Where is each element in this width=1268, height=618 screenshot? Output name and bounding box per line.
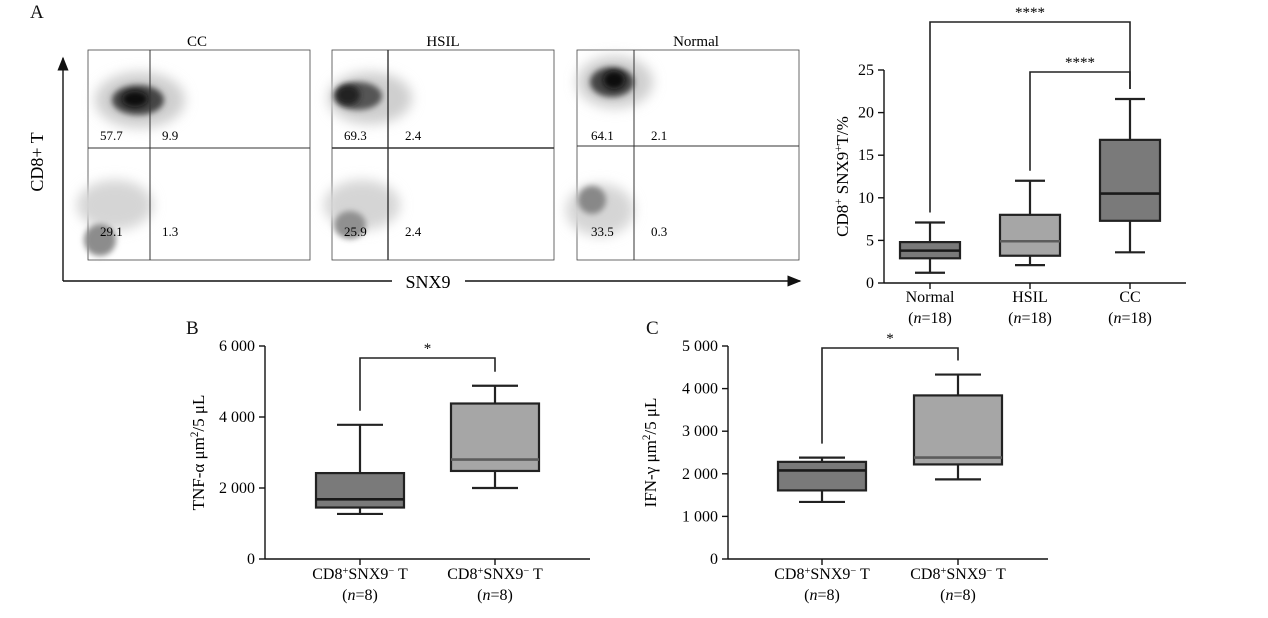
x-category-sublabel: (n=8) [477, 587, 513, 604]
quadrant-lower-left: 29.1 [100, 224, 123, 239]
flow-plot-title: Normal [673, 34, 719, 50]
y-tick-label: 0 [710, 551, 718, 568]
quadrant-upper-left: 57.7 [100, 128, 123, 143]
box-series [776, 456, 868, 504]
y-tick-label: 5 000 [682, 338, 718, 355]
significance-bracket: * [359, 341, 496, 411]
box-series [998, 179, 1062, 267]
panel-label-a: A [30, 2, 44, 23]
y-tick-label: 0 [866, 275, 874, 292]
significance-line [1029, 71, 1131, 171]
x-category-label: HSIL [1012, 289, 1048, 306]
panel-label-c: C [646, 318, 659, 339]
box-series [898, 221, 962, 274]
quadrant-lower-left: 33.5 [591, 224, 614, 239]
x-category-label: CC [1119, 289, 1140, 306]
significance-label: * [886, 331, 894, 347]
x-category-sublabel: (n=18) [1108, 310, 1152, 327]
y-tick-label: 20 [858, 105, 874, 122]
significance-line [929, 21, 1131, 213]
y-tick-label: 15 [858, 147, 874, 164]
y-axis-label: TNF-α μm2/5 μL [189, 395, 208, 511]
axes: 0 5 10 15 20 25 CD8+ SNX9+T/% [833, 62, 1186, 292]
axes: 0 1 000 2 000 3 000 4 000 5 000 IFN-γ μm2/5 μL [641, 338, 1048, 568]
quadrant-upper-left: 69.3 [344, 128, 367, 143]
significance-bracket: * [821, 331, 959, 444]
significance-bracket: **** [1029, 55, 1131, 171]
y-tick-label: 4 000 [219, 409, 255, 426]
quadrant-upper-left: 64.1 [591, 128, 614, 143]
quadrant-lower-right: 2.4 [405, 224, 422, 239]
box-series [314, 423, 406, 516]
box-body [1098, 138, 1162, 222]
box-series [1098, 97, 1162, 254]
flow-x-axis-label: SNX9 [405, 272, 450, 292]
box-series [449, 384, 541, 490]
y-tick-label: 0 [247, 551, 255, 568]
y-tick-label: 6 000 [219, 338, 255, 355]
box-body [776, 460, 868, 492]
axes: 0 2 000 4 000 6 000 TNF-α μm2/5 μL [189, 338, 590, 568]
x-category-sublabel: (n=18) [1008, 310, 1052, 327]
quadrant-upper-right: 2.1 [651, 128, 667, 143]
significance-label: * [424, 341, 432, 357]
box-body [998, 213, 1062, 257]
quadrant-lower-right: 1.3 [162, 224, 178, 239]
x-category-sublabel: (n=8) [940, 587, 976, 604]
y-tick-label: 25 [858, 62, 874, 79]
flow-y-axis-label: CD8+ T [27, 132, 47, 191]
box-body [314, 471, 406, 509]
flow-plot-hsil: HSIL 69.3 2.4 25.9 2.4 [324, 34, 555, 261]
y-tick-label: 2 000 [219, 480, 255, 497]
y-tick-label: 3 000 [682, 423, 718, 440]
x-category-label: CD8+SNX9− T [447, 566, 543, 584]
quadrant-upper-right: 9.9 [162, 128, 178, 143]
significance-line [359, 357, 496, 411]
y-tick-label: 1 000 [682, 508, 718, 525]
box-series [912, 373, 1004, 481]
chart-a-boxplot: 0 5 10 15 20 25 CD8+ SNX9+T/% Normal (n=18) HSIL (… [833, 5, 1186, 327]
chart-b-boxplot: 0 2 000 4 000 6 000 TNF-α μm2/5 μL CD8+SNX9− … [189, 338, 590, 604]
significance-label: **** [1015, 5, 1045, 21]
significance-line [821, 347, 959, 444]
y-tick-label: 10 [858, 190, 874, 207]
chart-c-boxplot: 0 1 000 2 000 3 000 4 000 5 000 IFN-γ μm2/5 μL… [641, 331, 1048, 604]
x-category-label: CD8+SNX9− T [774, 566, 870, 584]
quadrant-lower-right: 0.3 [651, 224, 667, 239]
significance-label: **** [1065, 55, 1095, 71]
flow-plot-title: CC [187, 34, 207, 50]
quadrant-lower-left: 25.9 [344, 224, 367, 239]
x-category-label: CD8+SNX9− T [312, 566, 408, 584]
y-tick-label: 5 [866, 232, 874, 249]
x-category-label: CD8+SNX9− T [910, 566, 1006, 584]
y-tick-label: 2 000 [682, 466, 718, 483]
flow-plot-cc: CC 57.7 9.9 29.1 1.3 [77, 34, 311, 261]
y-axis-label: CD8+ SNX9+T/% [833, 116, 852, 237]
flow-plot-title: HSIL [426, 34, 459, 50]
box-body [912, 394, 1004, 466]
panel-label-b: B [186, 318, 199, 339]
x-category-sublabel: (n=18) [908, 310, 952, 327]
quadrant-upper-right: 2.4 [405, 128, 422, 143]
y-axis-label: IFN-γ μm2/5 μL [641, 398, 660, 508]
y-tick-label: 4 000 [682, 381, 718, 398]
flow-plot-normal: Normal 64.1 2.1 33.5 0.3 [566, 34, 800, 261]
significance-bracket: **** [929, 5, 1131, 213]
x-category-label: Normal [906, 289, 955, 306]
flow-cytometry-panel: SNX9 CD8+ T CC 57.7 9.9 29.1 1.3 HSIL 69… [27, 34, 802, 292]
x-category-sublabel: (n=8) [342, 587, 378, 604]
x-category-sublabel: (n=8) [804, 587, 840, 604]
